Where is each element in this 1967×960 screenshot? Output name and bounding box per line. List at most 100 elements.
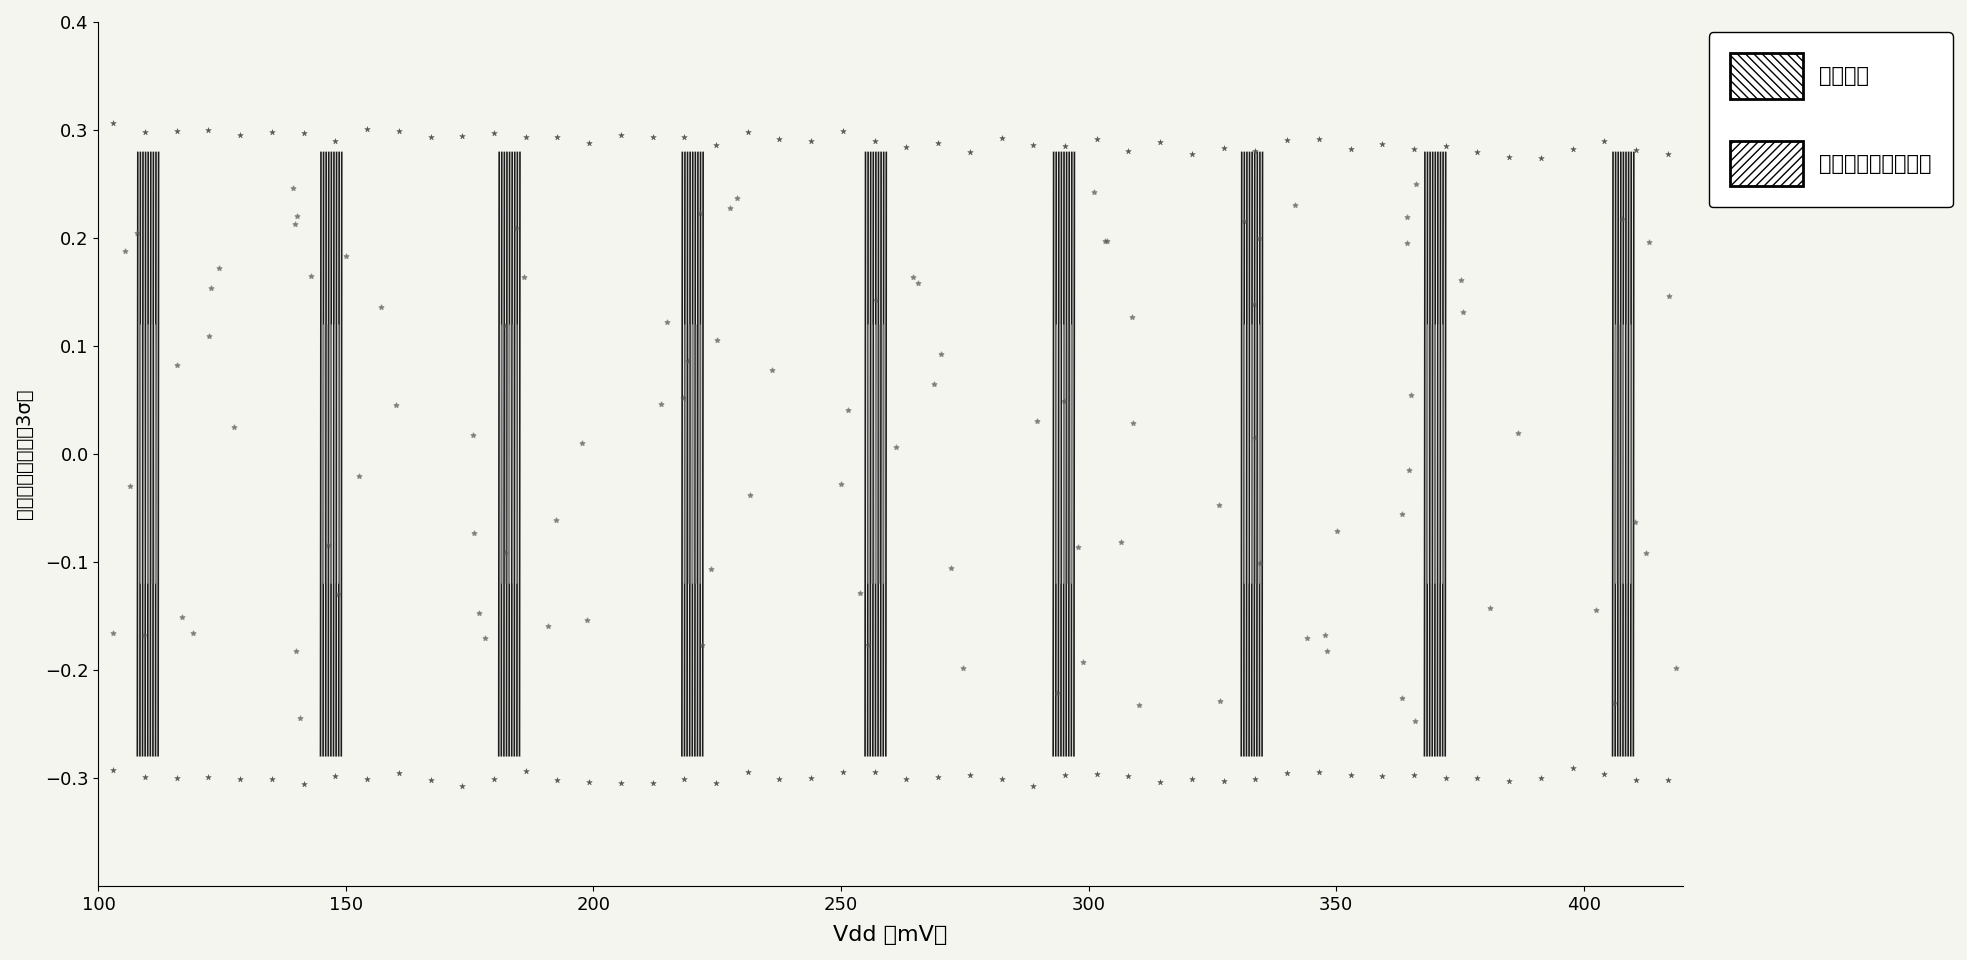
Point — [509, 130, 541, 145]
Legend: 初始设计, 带阙値电压平衡机制: 初始设计, 带阙値电压平衡机制 — [1709, 33, 1953, 207]
Point — [1204, 693, 1235, 708]
Point — [891, 772, 923, 787]
Point — [319, 768, 350, 783]
Point — [570, 612, 602, 628]
Point — [98, 115, 130, 131]
Point — [860, 133, 891, 149]
Point — [923, 135, 954, 151]
Point — [1395, 387, 1426, 402]
Point — [1302, 132, 1334, 147]
Point — [1090, 233, 1121, 249]
Point — [1176, 771, 1208, 786]
Point — [366, 300, 397, 315]
Point — [734, 487, 765, 502]
Point — [1145, 775, 1176, 790]
Point — [193, 769, 224, 784]
Point — [1461, 771, 1493, 786]
Point — [1271, 132, 1302, 148]
Point — [667, 391, 698, 406]
Point — [1393, 463, 1424, 478]
Point — [330, 249, 362, 264]
Point — [1556, 141, 1587, 156]
Point — [1652, 146, 1684, 161]
Point — [384, 124, 415, 139]
Point — [891, 139, 923, 155]
Point — [844, 586, 875, 601]
Point — [1501, 425, 1532, 441]
Point — [954, 767, 985, 782]
Point — [122, 226, 153, 241]
Point — [936, 561, 968, 576]
Point — [645, 396, 677, 411]
Point — [352, 122, 384, 137]
Point — [694, 562, 726, 577]
Point — [1430, 771, 1461, 786]
Point — [673, 353, 704, 369]
Point — [1048, 768, 1080, 783]
Point — [161, 770, 193, 785]
Point — [1062, 540, 1094, 555]
Point — [923, 769, 954, 784]
Point — [1631, 545, 1662, 561]
Point — [702, 332, 734, 348]
Point — [1448, 304, 1479, 320]
Point — [1123, 697, 1155, 712]
Point — [344, 468, 376, 484]
Point — [352, 771, 384, 786]
Point — [637, 775, 669, 790]
Point — [193, 122, 224, 137]
Point — [256, 772, 287, 787]
Point — [566, 435, 598, 450]
Point — [96, 626, 128, 641]
Point — [110, 243, 142, 258]
Point — [720, 191, 751, 206]
Point — [1399, 768, 1430, 783]
Point — [1680, 611, 1711, 626]
X-axis label: Vdd （mV）: Vdd （mV） — [834, 925, 948, 945]
Point — [161, 123, 193, 138]
Point — [1619, 515, 1650, 530]
Point — [606, 776, 637, 791]
Point — [1227, 214, 1259, 229]
Point — [669, 772, 700, 787]
Point — [1430, 138, 1461, 154]
Point — [507, 269, 539, 284]
Point — [1208, 140, 1239, 156]
Point — [574, 135, 606, 151]
Point — [1145, 134, 1176, 150]
Point — [1243, 230, 1275, 246]
Point — [903, 276, 934, 291]
Point — [826, 476, 858, 492]
Point — [462, 605, 494, 620]
Point — [948, 660, 980, 675]
Point — [470, 630, 502, 645]
Point — [828, 764, 860, 780]
Point — [1017, 779, 1048, 794]
Point — [919, 376, 950, 392]
Point — [128, 628, 159, 643]
Point — [1399, 713, 1430, 729]
Point — [447, 779, 478, 794]
Point — [1493, 149, 1524, 164]
Point — [287, 125, 319, 140]
Point — [114, 478, 146, 493]
Point — [732, 764, 763, 780]
Point — [1113, 144, 1145, 159]
Point — [755, 362, 787, 377]
Point — [279, 216, 311, 231]
Point — [277, 180, 309, 196]
Point — [224, 128, 256, 143]
Point — [852, 637, 883, 653]
Point — [1322, 523, 1353, 539]
Point — [541, 772, 572, 787]
Point — [1078, 184, 1109, 200]
Point — [1239, 297, 1271, 312]
Point — [1589, 133, 1621, 149]
Point — [256, 125, 287, 140]
Point — [1290, 630, 1322, 645]
Point — [1387, 690, 1418, 706]
Point — [832, 403, 864, 419]
Point — [218, 420, 250, 435]
Point — [1271, 765, 1302, 780]
Point — [1524, 771, 1556, 786]
